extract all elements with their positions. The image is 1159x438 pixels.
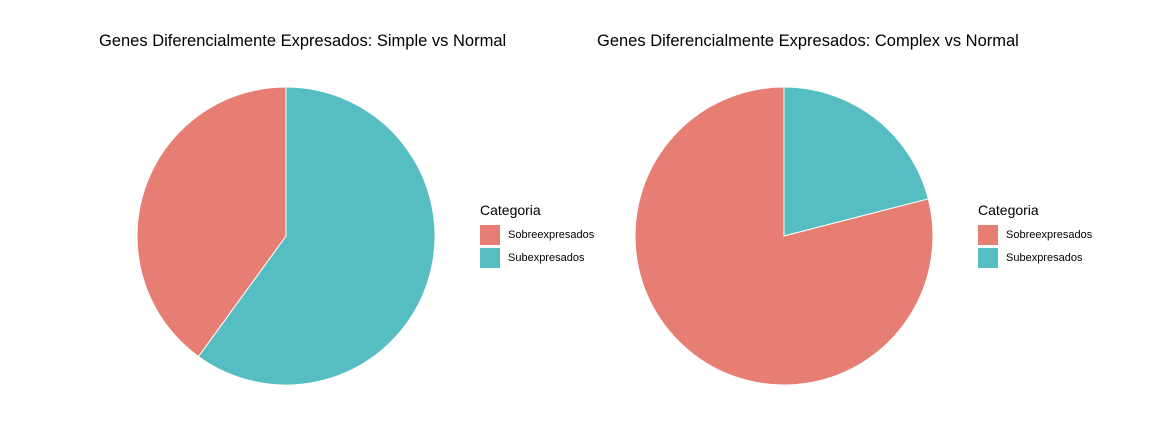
legend-item-subexpresados: Subexpresados <box>480 247 594 269</box>
legend-label: Sobreexpresados <box>1006 229 1093 241</box>
legend-swatch <box>978 225 998 245</box>
legend-item-subexpresados: Subexpresados <box>978 247 1092 269</box>
legend-label: Subexpresados <box>1006 252 1083 264</box>
legend-item-sobreexpresados: Sobreexpresados <box>480 224 594 246</box>
chart-title: Genes Diferencialmente Expresados: Simpl… <box>99 32 507 50</box>
legend-swatch <box>978 248 998 268</box>
chart-panel-simple: Genes Diferencialmente Expresados: Simpl… <box>99 32 594 386</box>
pie-chart <box>634 86 934 386</box>
pie-slice-sobreexpresados <box>136 86 287 358</box>
legend-label: Subexpresados <box>508 252 585 264</box>
legend-title: Categoria <box>978 202 1039 218</box>
pie-slice-subexpresados <box>197 86 436 386</box>
chart-title: Genes Diferencialmente Expresados: Compl… <box>597 32 1019 50</box>
pie-slice-subexpresados <box>783 86 929 237</box>
legend: Categoria Sobreexpresados Subexpresados <box>978 202 1092 270</box>
legend-label: Sobreexpresados <box>508 229 595 241</box>
pie-chart <box>136 86 436 386</box>
legend-swatch <box>480 248 500 268</box>
legend-item-sobreexpresados: Sobreexpresados <box>978 224 1092 246</box>
pie-slice-sobreexpresados <box>634 86 934 386</box>
legend-swatch <box>480 225 500 245</box>
legend-title: Categoria <box>480 202 541 218</box>
legend: Categoria Sobreexpresados Subexpresados <box>480 202 594 270</box>
